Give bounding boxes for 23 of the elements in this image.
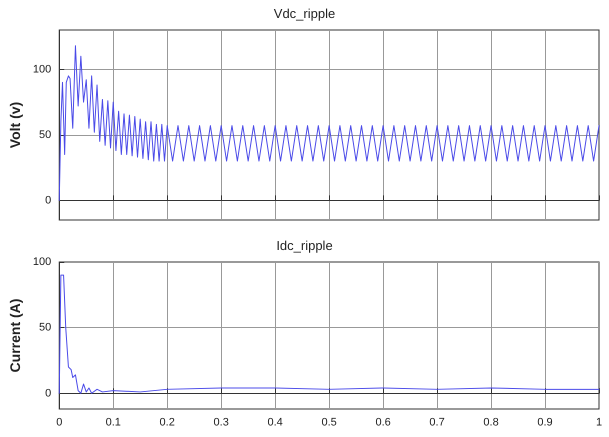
y-axis-title: Current (A): [7, 298, 23, 372]
chart-title: Vdc_ripple: [274, 6, 336, 21]
line-series: [58, 274, 600, 394]
x-tick-label: 0.3: [214, 416, 229, 428]
x-tick-label: 0.1: [106, 416, 121, 428]
y-tick-label: 50: [39, 322, 52, 334]
y-tick-label: 0: [45, 387, 52, 400]
x-tick-label: 0.4: [268, 416, 283, 428]
chart-title: Idc_ripple: [276, 238, 333, 253]
x-tick-label: 0.9: [537, 416, 553, 428]
y-tick-label: 50: [39, 128, 52, 141]
x-tick-label: 0: [56, 416, 62, 428]
y-tick-label: 100: [32, 63, 52, 76]
x-tick-label: 0.7: [429, 416, 445, 428]
x-tick-label: 0.2: [160, 416, 175, 428]
x-tick-label: 0.6: [375, 416, 391, 428]
y-axis-title: Volt (v): [7, 102, 23, 148]
line-series: [58, 45, 600, 201]
x-tick-label: 1: [596, 416, 602, 428]
x-tick-label: 0.8: [483, 416, 499, 428]
y-tick-label: 0: [45, 194, 52, 206]
y-tick-label: 100: [32, 256, 52, 268]
x-tick-label: 0.5: [321, 416, 337, 428]
